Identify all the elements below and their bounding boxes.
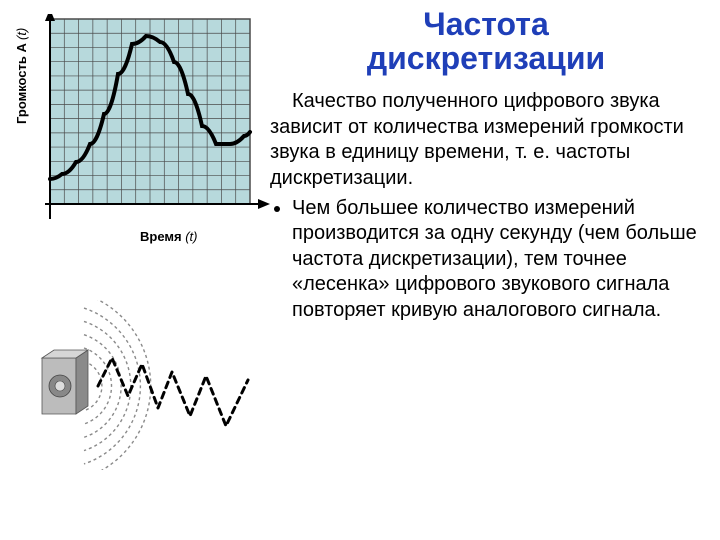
body-text: Качество полученного цифрового звука зав…: [270, 89, 702, 323]
right-column: Частота дискретизации Качество полученно…: [270, 0, 720, 540]
speaker-illustration: [30, 300, 260, 470]
chart-ylabel: Громкость A (t): [14, 28, 29, 124]
slide-title: Частота дискретизации: [270, 8, 702, 75]
title-line2: дискретизации: [367, 40, 605, 76]
slide-root: Громкость A (t) Время (t) Частота дискре…: [0, 0, 720, 540]
left-column: Громкость A (t) Время (t): [0, 0, 270, 540]
amplitude-chart: Громкость A (t) Время (t): [20, 14, 270, 254]
bullet-list: Чем большее количество измерений произво…: [270, 196, 702, 324]
chart-xlabel: Время (t): [140, 229, 198, 244]
speaker-canvas: [30, 300, 260, 470]
title-line1: Частота: [423, 6, 549, 42]
chart-canvas: [20, 14, 270, 254]
bullet-1: Чем большее количество измерений произво…: [292, 196, 702, 324]
paragraph-1: Качество полученного цифрового звука зав…: [270, 89, 702, 191]
